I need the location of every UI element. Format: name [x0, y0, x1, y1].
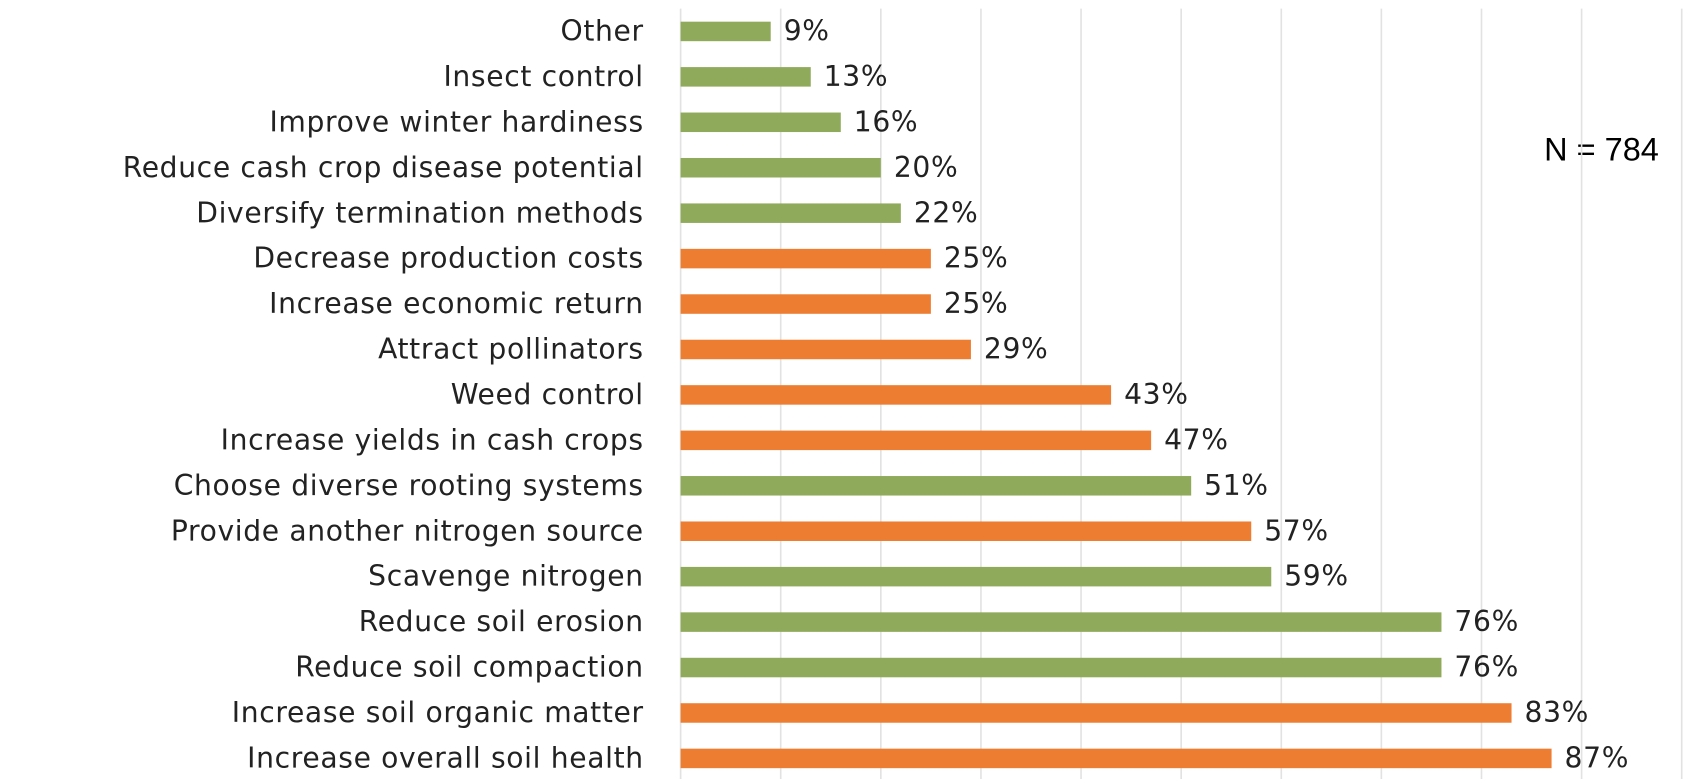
- bar: [680, 657, 1442, 678]
- bar: [680, 112, 841, 133]
- category-label: Insect control: [443, 60, 643, 93]
- value-label: 83%: [1525, 696, 1590, 729]
- value-label: 22%: [914, 196, 979, 229]
- category-label: Increase economic return: [269, 287, 644, 320]
- bar: [680, 476, 1192, 496]
- value-label: 16%: [854, 105, 919, 138]
- category-label: Increase soil organic matter: [232, 696, 644, 729]
- value-label: 47%: [1164, 423, 1229, 456]
- bar: [680, 339, 971, 360]
- value-label: 87%: [1565, 741, 1630, 774]
- category-label: Weed control: [451, 378, 644, 411]
- value-label: 59%: [1284, 560, 1349, 593]
- value-label: 20%: [894, 151, 959, 184]
- category-label: Reduce cash crop disease potential: [123, 151, 644, 184]
- category-label: Diversify termination methods: [196, 196, 644, 229]
- category-label: Attract pollinators: [378, 333, 644, 366]
- value-label: 51%: [1204, 469, 1269, 502]
- value-label: 9%: [784, 15, 830, 48]
- value-label: 57%: [1264, 514, 1329, 547]
- bar: [680, 385, 1112, 405]
- value-label: 76%: [1454, 651, 1519, 684]
- value-label: 43%: [1124, 378, 1189, 411]
- value-label: 25%: [944, 242, 1009, 275]
- bar: [680, 294, 931, 314]
- category-label: Reduce soil compaction: [295, 651, 644, 684]
- category-label: Choose diverse rooting systems: [174, 469, 644, 502]
- value-label: 76%: [1454, 605, 1519, 638]
- bar: [680, 703, 1512, 723]
- bar: [680, 21, 771, 42]
- category-label: Provide another nitrogen source: [171, 514, 644, 547]
- category-label: Scavenge nitrogen: [368, 560, 644, 593]
- bar: [680, 67, 811, 87]
- bar: [680, 203, 901, 223]
- category-label: Other: [561, 15, 644, 48]
- category-label: Reduce soil erosion: [359, 605, 644, 638]
- value-label: 13%: [824, 60, 889, 93]
- bar: [680, 566, 1272, 587]
- category-label: Improve winter hardiness: [269, 105, 643, 138]
- value-label: 25%: [944, 287, 1009, 320]
- category-label: Decrease production costs: [253, 242, 643, 275]
- category-label: Increase overall soil health: [247, 741, 644, 774]
- annotation: N = 784: [1544, 131, 1659, 167]
- bar: [680, 612, 1442, 632]
- value-label: 29%: [984, 333, 1049, 366]
- bar: [680, 430, 1152, 451]
- bar: [680, 157, 881, 178]
- bar: [680, 748, 1552, 769]
- bar: [680, 521, 1252, 541]
- category-label: Increase yields in cash crops: [221, 423, 644, 456]
- bar: [680, 248, 931, 269]
